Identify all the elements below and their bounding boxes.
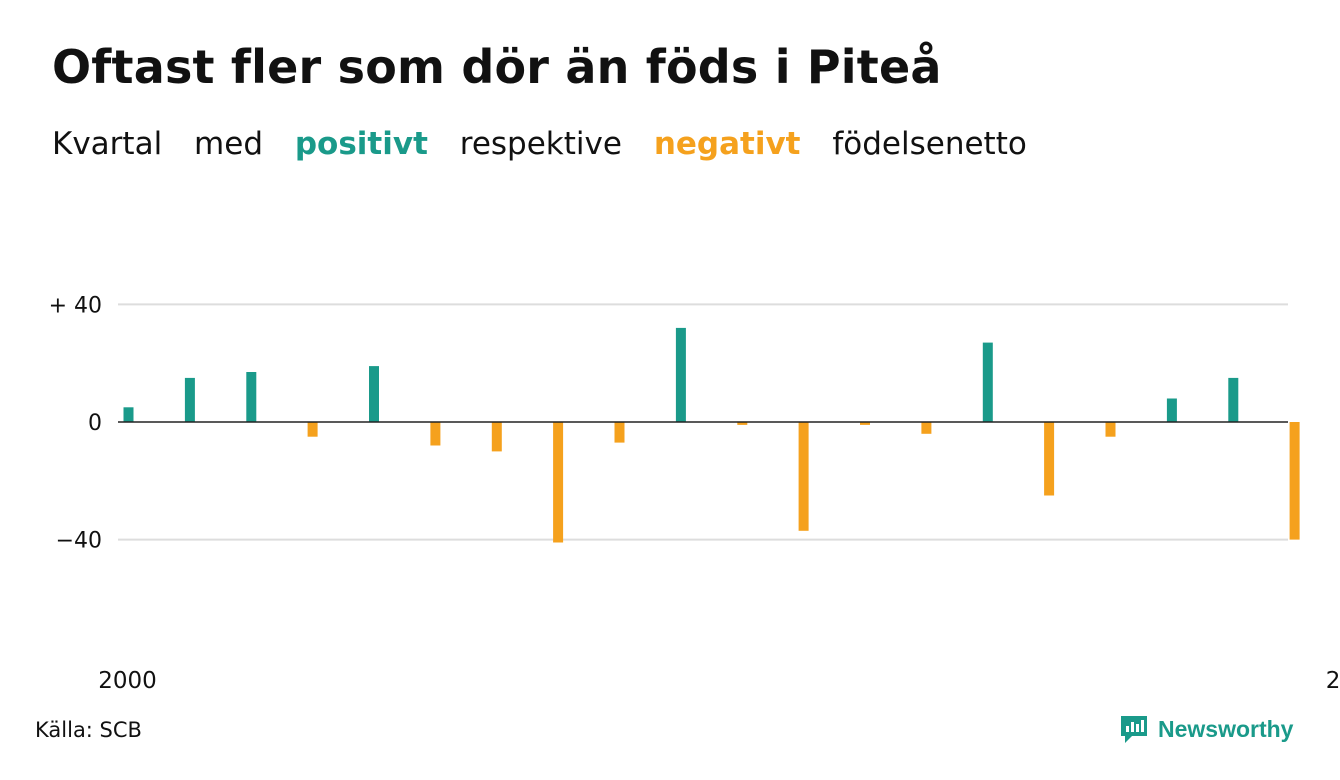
brand-logo: Newsworthy bbox=[1118, 713, 1293, 745]
bar-positive bbox=[184, 377, 195, 422]
subtitle-word: födelsenetto bbox=[832, 126, 1027, 162]
source-note: Källa: SCB bbox=[35, 718, 142, 742]
bar-negative bbox=[1105, 422, 1116, 437]
chart-subtitle: Kvartal med positivt respektive negativt… bbox=[52, 126, 1049, 162]
bar-negative bbox=[614, 422, 625, 443]
bar-negative bbox=[798, 422, 809, 531]
bar-negative bbox=[307, 422, 318, 437]
bar-negative bbox=[737, 422, 748, 425]
brand-name: Newsworthy bbox=[1158, 715, 1294, 742]
chart-title: Oftast fler som dör än föds i Piteå bbox=[52, 40, 942, 94]
bar-positive bbox=[123, 407, 134, 422]
bar-negative bbox=[860, 422, 870, 425]
bar-positive bbox=[369, 366, 379, 422]
bar-positive bbox=[246, 372, 257, 422]
bar-negative bbox=[553, 422, 564, 543]
subtitle-word: respektive bbox=[459, 126, 622, 162]
bar-negative bbox=[491, 422, 502, 452]
x-tick-label: 2005 bbox=[1326, 668, 1340, 694]
subtitle-word: Kvartal bbox=[52, 126, 163, 162]
bar-positive bbox=[1228, 377, 1239, 422]
y-tick-label: + 40 bbox=[49, 293, 102, 318]
bar-negative bbox=[921, 422, 932, 434]
subtitle-negative: negativt bbox=[653, 126, 801, 162]
x-tick-label: 2000 bbox=[98, 668, 157, 694]
subtitle-positive: positivt bbox=[294, 126, 428, 162]
newsworthy-icon bbox=[1121, 716, 1147, 743]
subtitle-word: med bbox=[194, 126, 263, 162]
y-tick-label: −40 bbox=[56, 529, 102, 554]
bar-negative bbox=[1289, 422, 1300, 540]
bar-negative bbox=[1044, 422, 1055, 496]
bar-positive bbox=[675, 327, 686, 422]
bar-positive bbox=[1166, 398, 1177, 422]
bar-negative bbox=[430, 422, 441, 446]
y-tick-label: 0 bbox=[88, 411, 102, 436]
bar-positive bbox=[982, 342, 993, 422]
